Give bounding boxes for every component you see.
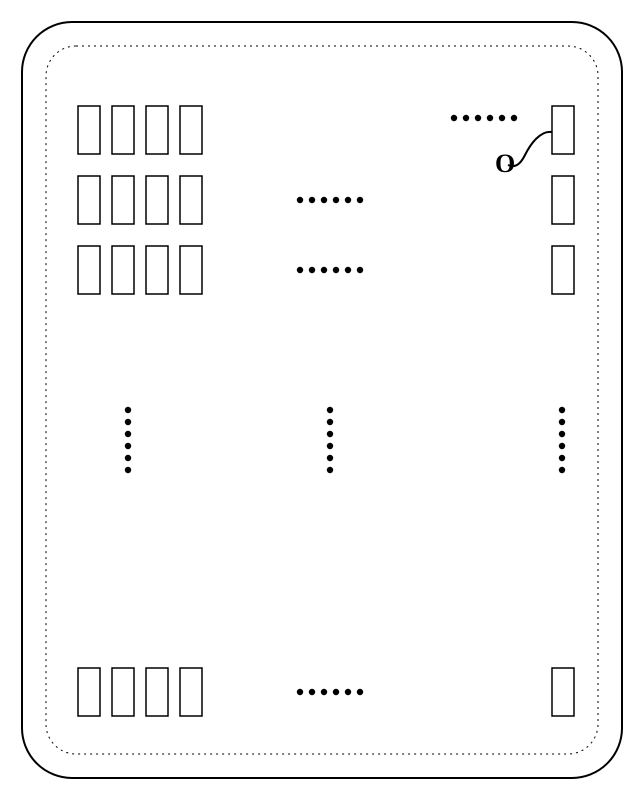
dot xyxy=(327,443,333,449)
dot xyxy=(487,115,493,121)
dot xyxy=(125,467,131,473)
cell xyxy=(552,176,574,224)
dot xyxy=(125,407,131,413)
dot xyxy=(333,267,339,273)
dot xyxy=(327,407,333,413)
cell-array xyxy=(78,106,574,716)
dot xyxy=(327,419,333,425)
cell xyxy=(112,176,134,224)
dot xyxy=(327,467,333,473)
cell xyxy=(180,246,202,294)
dot xyxy=(559,431,565,437)
dot xyxy=(559,407,565,413)
dot xyxy=(321,689,327,695)
dot xyxy=(345,197,351,203)
dot xyxy=(125,443,131,449)
dot xyxy=(559,443,565,449)
dot xyxy=(327,431,333,437)
dot xyxy=(125,455,131,461)
continuation-dots xyxy=(125,115,565,695)
dot xyxy=(333,197,339,203)
dot xyxy=(125,419,131,425)
dot xyxy=(297,197,303,203)
cell xyxy=(146,176,168,224)
dot xyxy=(333,689,339,695)
dot xyxy=(499,115,505,121)
cell xyxy=(180,176,202,224)
cell xyxy=(146,106,168,154)
dot xyxy=(451,115,457,121)
dot xyxy=(345,689,351,695)
dot xyxy=(559,467,565,473)
dot xyxy=(345,267,351,273)
cell xyxy=(552,106,574,154)
cell xyxy=(180,106,202,154)
dot xyxy=(511,115,517,121)
dot xyxy=(321,267,327,273)
dot xyxy=(309,689,315,695)
cell xyxy=(180,668,202,716)
dot xyxy=(327,455,333,461)
dot xyxy=(125,431,131,437)
cell xyxy=(112,668,134,716)
schematic-diagram: O xyxy=(0,0,644,800)
cell xyxy=(78,176,100,224)
dot xyxy=(463,115,469,121)
dot xyxy=(357,689,363,695)
dot xyxy=(309,267,315,273)
cell xyxy=(112,106,134,154)
dot xyxy=(559,455,565,461)
dot xyxy=(559,419,565,425)
cell xyxy=(78,668,100,716)
dot xyxy=(357,267,363,273)
callout-label: O xyxy=(495,149,515,178)
dot xyxy=(309,197,315,203)
dot xyxy=(475,115,481,121)
dot xyxy=(357,197,363,203)
cell xyxy=(78,246,100,294)
callout: O xyxy=(495,132,552,178)
cell xyxy=(146,668,168,716)
dot xyxy=(321,197,327,203)
cell xyxy=(552,668,574,716)
dot xyxy=(297,267,303,273)
cell xyxy=(112,246,134,294)
dot xyxy=(297,689,303,695)
cell xyxy=(552,246,574,294)
cell xyxy=(78,106,100,154)
cell xyxy=(146,246,168,294)
